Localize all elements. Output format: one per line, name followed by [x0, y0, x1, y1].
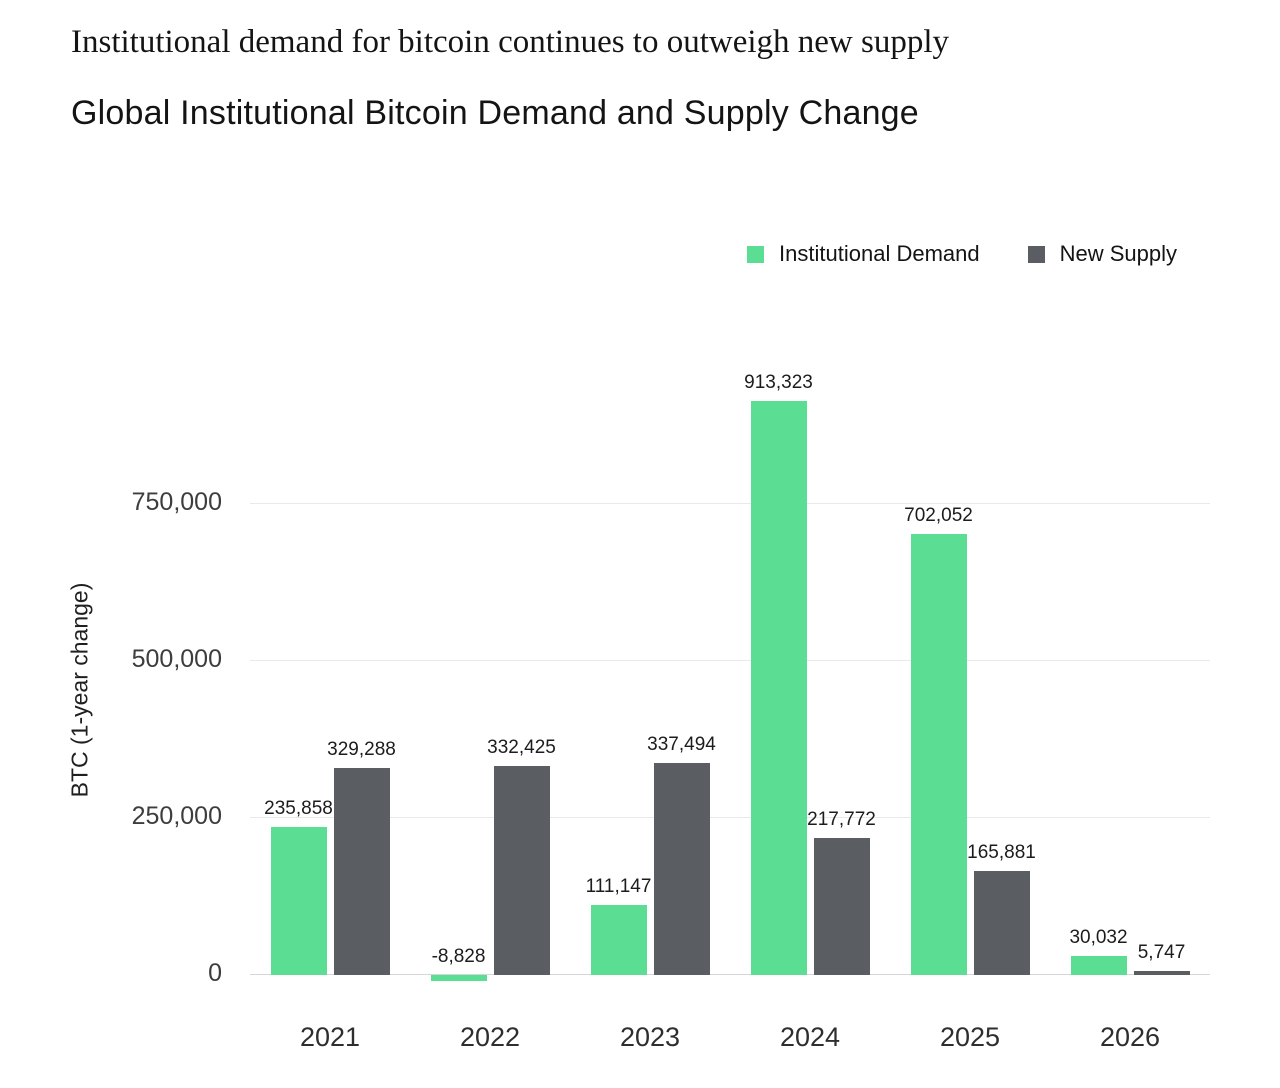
x-tick-label-2025: 2025: [939, 1022, 1001, 1052]
y-tick-label-750000: 750,000: [131, 488, 222, 516]
bar-institutional-demand-2023: [590, 905, 647, 975]
gridline: [250, 660, 1210, 661]
x-tick-label-2021: 2021: [299, 1022, 361, 1052]
new-supply-swatch-icon: [1027, 245, 1045, 263]
bar-institutional-demand-2021: [270, 826, 327, 975]
bar-value-label-new-supply-2023: 337,494: [647, 734, 716, 756]
x-tick-label-2023: 2023: [619, 1022, 681, 1052]
bar-institutional-demand-2026: [1070, 956, 1127, 975]
chart-headline: Institutional demand for bitcoin continu…: [71, 24, 950, 60]
y-tick-label-0: 0: [208, 959, 222, 987]
y-tick-label-250000: 250,000: [131, 802, 222, 830]
bar-institutional-demand-2024: [750, 401, 807, 975]
bar-value-label-institutional-demand-2025: 702,052: [904, 505, 973, 527]
bar-institutional-demand-2025: [910, 534, 967, 975]
bar-value-label-new-supply-2025: 165,881: [967, 841, 1036, 863]
x-axis-line: [250, 974, 1210, 975]
bar-new-supply-2022: [493, 766, 550, 975]
y-axis-title: BTC (1-year change): [66, 582, 93, 798]
gridline: [250, 817, 1210, 818]
bar-new-supply-2021: [333, 768, 390, 975]
bar-new-supply-2026: [1133, 971, 1190, 975]
bar-value-label-institutional-demand-2024: 913,323: [744, 372, 813, 394]
legend-label-institutional-demand: Institutional Demand: [779, 241, 980, 266]
chart-title: Global Institutional Bitcoin Demand and …: [71, 94, 919, 132]
legend-item-institutional-demand: Institutional Demand: [747, 241, 980, 267]
x-tick-label-2022: 2022: [459, 1022, 521, 1052]
bar-value-label-new-supply-2024: 217,772: [807, 809, 876, 831]
bar-value-label-new-supply-2021: 329,288: [327, 739, 396, 761]
x-tick-label-2024: 2024: [779, 1022, 841, 1052]
bar-new-supply-2025: [973, 870, 1030, 975]
x-axis-labels: 2021 2022 2023 2024 2025 2026: [250, 1022, 1210, 1053]
bar-new-supply-2023: [653, 763, 710, 975]
plot-area: 0 250,000 500,000 750,000 235,858 329,288 -8,8…: [132, 335, 1210, 987]
bar-value-label-institutional-demand-2022: -8,828: [431, 946, 486, 967]
legend-item-new-supply: New Supply: [1027, 241, 1177, 267]
legend-label-new-supply: New Supply: [1059, 241, 1177, 266]
bar-value-label-institutional-demand-2026: 30,032: [1069, 927, 1128, 949]
bar-institutional-demand-2022: [430, 975, 487, 981]
legend: Institutional Demand New Supply: [747, 241, 1177, 267]
bar-value-label-institutional-demand-2021: 235,858: [264, 797, 333, 819]
bar-value-label-new-supply-2022: 332,425: [487, 737, 556, 759]
bar-value-label-institutional-demand-2023: 111,147: [585, 876, 652, 898]
bar-value-label-new-supply-2026: 5,747: [1137, 942, 1186, 964]
institutional-demand-swatch-icon: [747, 245, 765, 263]
gridline: [250, 503, 1210, 504]
y-tick-label-500000: 500,000: [131, 645, 222, 673]
x-tick-label-2026: 2026: [1099, 1022, 1161, 1052]
bar-new-supply-2024: [813, 838, 870, 975]
